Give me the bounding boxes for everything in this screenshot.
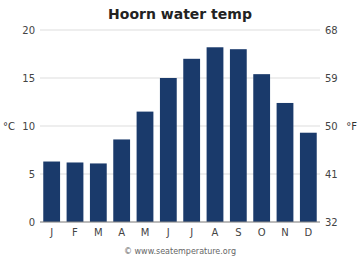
x-tick-label: M xyxy=(141,227,150,238)
x-tick-label: S xyxy=(235,227,241,238)
x-tick-label: J xyxy=(189,227,193,238)
bar xyxy=(300,133,317,222)
bars xyxy=(43,47,316,222)
y2-tick-label: 41 xyxy=(325,169,338,180)
grid-line xyxy=(40,30,320,31)
y2-tick-label: 68 xyxy=(325,25,338,36)
grid-line xyxy=(40,222,320,223)
x-tick-label: O xyxy=(258,227,266,238)
x-tick-label: A xyxy=(118,227,125,238)
bar xyxy=(277,103,294,222)
grid-line xyxy=(40,78,320,79)
bar xyxy=(230,49,247,222)
bar xyxy=(113,139,130,222)
y-axis-label: °C xyxy=(3,121,15,132)
bar xyxy=(253,74,270,222)
x-tick-label: D xyxy=(304,227,312,238)
x-tick-label: J xyxy=(49,227,53,238)
y-tick-label: 0 xyxy=(29,217,35,228)
y2-tick-label: 59 xyxy=(325,73,338,84)
y-tick-label: 10 xyxy=(22,121,35,132)
x-tick-label: A xyxy=(212,227,219,238)
x-tick-label: N xyxy=(281,227,288,238)
x-axis xyxy=(40,222,320,223)
y2-tick-label: 50 xyxy=(325,121,338,132)
y2-axis-label: °F xyxy=(346,121,357,132)
bar xyxy=(43,162,60,222)
x-tick-label: J xyxy=(166,227,170,238)
bar xyxy=(160,78,177,222)
x-tick-label: F xyxy=(72,227,78,238)
annotation: © www.seatemperature.org xyxy=(124,247,236,256)
x-tick-label: M xyxy=(94,227,103,238)
bar xyxy=(207,47,224,222)
bar xyxy=(67,162,84,222)
y-tick-label: 15 xyxy=(22,73,35,84)
y2-tick-label: 32 xyxy=(325,217,338,228)
bar xyxy=(90,163,107,222)
chart: 0 5 10 15 20 32 41 50 59 68 J F M A M J J A S O N D °C °F Hoorn … xyxy=(0,0,360,260)
y-tick-label: 5 xyxy=(29,169,35,180)
bar xyxy=(183,59,200,222)
y-tick-label: 20 xyxy=(22,25,35,36)
bar xyxy=(137,112,154,222)
title: Hoorn water temp xyxy=(108,6,252,22)
